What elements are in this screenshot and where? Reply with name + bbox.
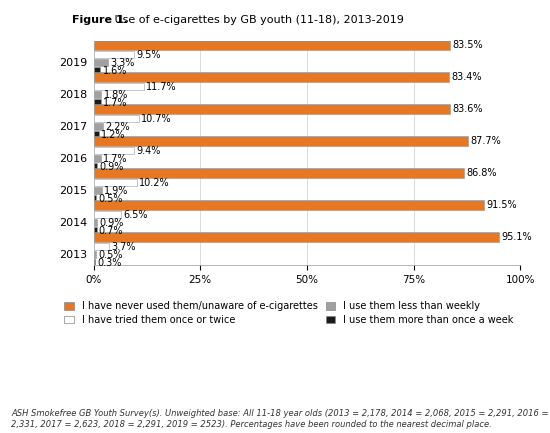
- Bar: [94, 163, 97, 170]
- Text: 2.2%: 2.2%: [105, 122, 130, 132]
- Bar: [94, 136, 468, 146]
- Bar: [94, 131, 99, 138]
- Text: 2015: 2015: [59, 186, 87, 196]
- Text: 87.7%: 87.7%: [470, 136, 500, 146]
- Bar: [94, 168, 464, 178]
- Text: 83.6%: 83.6%: [453, 104, 483, 114]
- Text: 0.5%: 0.5%: [98, 194, 123, 204]
- Text: 1.2%: 1.2%: [101, 129, 125, 139]
- Bar: [94, 115, 139, 122]
- Text: Figure 1.: Figure 1.: [72, 15, 128, 25]
- Text: 0.5%: 0.5%: [98, 250, 123, 260]
- Text: 0.3%: 0.3%: [97, 258, 122, 268]
- Text: ASH Smokefree GB Youth Survey(s). Unweighted base: All 11-18 year olds (2013 = 2: ASH Smokefree GB Youth Survey(s). Unweig…: [11, 409, 548, 429]
- Text: 11.7%: 11.7%: [146, 81, 177, 92]
- Bar: [94, 67, 101, 74]
- Text: 91.5%: 91.5%: [486, 200, 517, 210]
- Text: 83.5%: 83.5%: [452, 40, 482, 50]
- Bar: [94, 51, 134, 58]
- Text: 1.7%: 1.7%: [103, 154, 128, 164]
- Bar: [94, 211, 122, 218]
- Bar: [94, 243, 109, 250]
- Bar: [94, 251, 96, 258]
- Text: 83.4%: 83.4%: [452, 72, 482, 82]
- Bar: [94, 187, 102, 194]
- Text: 2013: 2013: [59, 250, 87, 260]
- Text: 95.1%: 95.1%: [502, 232, 532, 242]
- Bar: [94, 72, 449, 82]
- Text: 0.9%: 0.9%: [100, 218, 124, 228]
- Bar: [94, 99, 101, 106]
- Text: 1.7%: 1.7%: [103, 97, 128, 108]
- Bar: [94, 91, 101, 98]
- Text: Use of e-cigarettes by GB youth (11-18), 2013-2019: Use of e-cigarettes by GB youth (11-18),…: [111, 15, 404, 25]
- Bar: [94, 104, 450, 114]
- Bar: [94, 227, 97, 234]
- Text: 1.8%: 1.8%: [103, 90, 128, 100]
- Text: 0.7%: 0.7%: [99, 226, 123, 236]
- Text: 3.7%: 3.7%: [112, 242, 136, 252]
- Text: 9.4%: 9.4%: [136, 145, 160, 155]
- Text: 9.5%: 9.5%: [136, 50, 161, 60]
- Text: 6.5%: 6.5%: [124, 210, 148, 220]
- Bar: [94, 219, 97, 226]
- Text: 1.6%: 1.6%: [103, 65, 127, 76]
- Text: 86.8%: 86.8%: [466, 168, 497, 178]
- Bar: [94, 259, 95, 266]
- Text: 10.2%: 10.2%: [139, 178, 170, 187]
- Text: 2019: 2019: [59, 58, 87, 68]
- Bar: [94, 155, 101, 162]
- Bar: [94, 83, 144, 90]
- Bar: [94, 123, 103, 130]
- Bar: [94, 40, 450, 50]
- Text: 3.3%: 3.3%: [110, 58, 134, 68]
- Text: 2014: 2014: [59, 218, 87, 228]
- Bar: [94, 200, 484, 210]
- Bar: [94, 59, 108, 66]
- Bar: [94, 195, 96, 202]
- Legend: I have never used them/unaware of e-cigarettes, I have tried them once or twice,: I have never used them/unaware of e-ciga…: [64, 301, 513, 325]
- Text: 0.9%: 0.9%: [100, 162, 124, 171]
- Text: 2017: 2017: [59, 122, 87, 132]
- Text: 1.9%: 1.9%: [104, 186, 128, 196]
- Bar: [94, 147, 134, 154]
- Bar: [94, 179, 137, 186]
- Bar: [94, 232, 499, 242]
- Text: 2016: 2016: [59, 154, 87, 164]
- Text: 2018: 2018: [59, 90, 87, 100]
- Text: 10.7%: 10.7%: [141, 113, 172, 124]
